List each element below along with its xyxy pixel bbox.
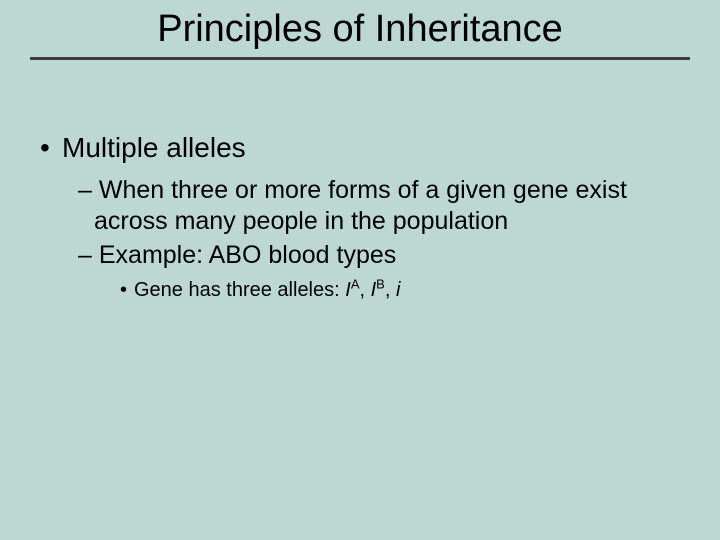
sep: , [359, 279, 370, 301]
bullet-level3-prefix: Gene has three alleles: [134, 279, 345, 301]
bullet-level1-text: Multiple alleles [62, 132, 246, 163]
bullet-dot-icon: • [120, 277, 134, 303]
allele-3: i [396, 279, 400, 301]
dash-icon: – [78, 241, 92, 269]
title-area: Principles of Inheritance [0, 0, 720, 60]
bullet-dot-icon: • [40, 130, 62, 165]
content-area: •Multiple alleles – When three or more f… [0, 60, 720, 303]
bullet-level1: •Multiple alleles [40, 130, 680, 165]
bullet-level3: •Gene has three alleles: IA, IB, i [40, 277, 680, 303]
sep: , [385, 279, 396, 301]
bullet-level2-text: When three or more forms of a given gene… [94, 176, 627, 235]
bullet-level2: – When three or more forms of a given ge… [40, 175, 680, 238]
bullet-level2: – Example: ABO blood types [40, 240, 680, 271]
slide: Principles of Inheritance •Multiple alle… [0, 0, 720, 540]
bullet-level2-text: Example: ABO blood types [99, 241, 396, 269]
allele-2-sup: B [376, 276, 385, 291]
dash-icon: – [78, 176, 92, 204]
slide-title: Principles of Inheritance [151, 8, 569, 57]
